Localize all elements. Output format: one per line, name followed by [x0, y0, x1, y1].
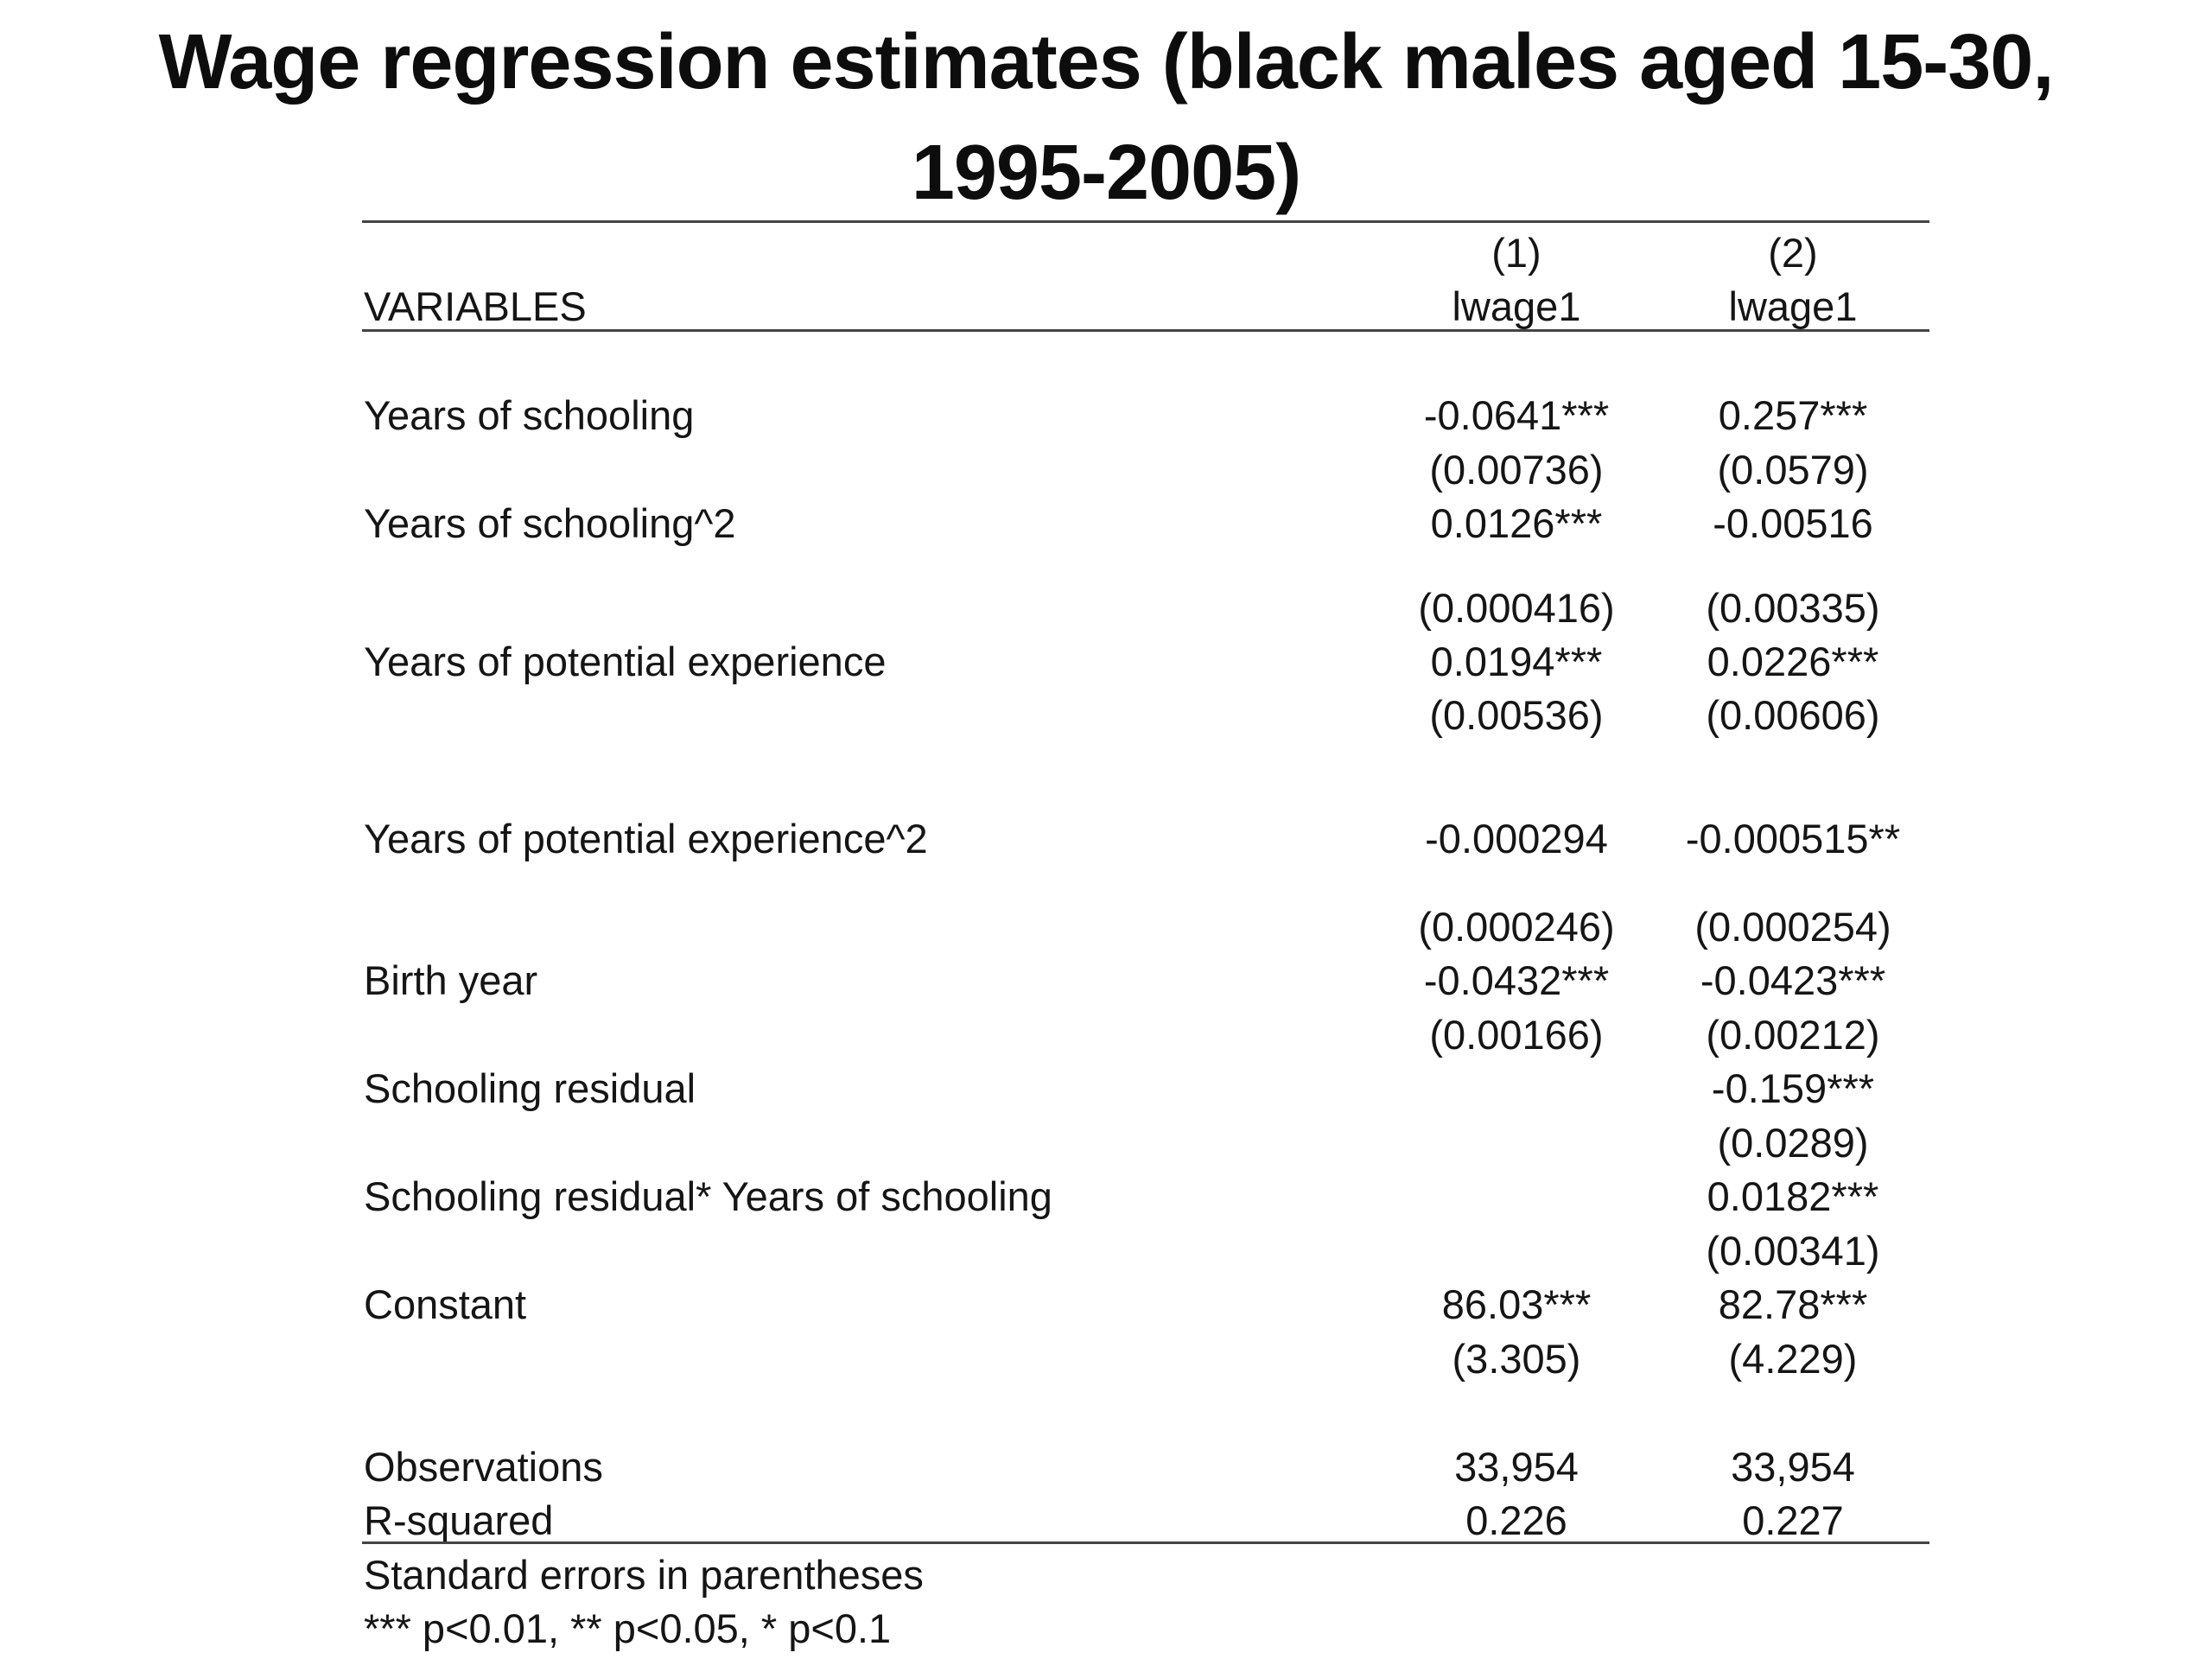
se-cell: (0.0289)	[1717, 1120, 1869, 1166]
row-label-years-of-schooling-sq: Years of schooling^2	[364, 500, 736, 546]
row-label-potential-experience-sq: Years of potential experience^2	[364, 816, 928, 861]
stat-cell: 0.226	[1465, 1497, 1567, 1543]
table-header-rule	[362, 329, 1929, 332]
se-cell: (4.229)	[1728, 1336, 1858, 1382]
stat-label-observations: Observations	[364, 1444, 603, 1490]
row-label-potential-experience: Years of potential experience	[364, 639, 887, 684]
se-cell: (0.000246)	[1418, 904, 1615, 950]
row-label-years-of-schooling: Years of schooling	[364, 392, 695, 438]
coef-cell: -0.000515**	[1685, 816, 1901, 861]
se-cell: (0.00736)	[1429, 447, 1604, 493]
row-label-birth-year: Birth year	[364, 957, 538, 1003]
coef-cell: -0.0432***	[1423, 957, 1610, 1003]
row-label-residual-interaction: Schooling residual* Years of schooling	[364, 1173, 1052, 1219]
coef-cell: 0.257***	[1718, 392, 1868, 438]
stat-cell: 0.227	[1742, 1497, 1844, 1543]
coef-cell: -0.0641***	[1423, 392, 1610, 438]
coef-cell: -0.000294	[1425, 816, 1608, 861]
variables-header: VARIABLES	[364, 283, 587, 329]
se-cell: (0.00212)	[1706, 1012, 1880, 1058]
coef-cell: 0.0194***	[1430, 639, 1603, 684]
note-significance-levels: *** p<0.01, ** p<0.05, * p<0.1	[364, 1605, 892, 1651]
column-number-2: (2)	[1768, 230, 1818, 276]
se-cell: (0.00341)	[1706, 1228, 1880, 1274]
stat-cell: 33,954	[1454, 1444, 1579, 1490]
row-label-constant: Constant	[364, 1281, 527, 1327]
coef-cell: 86.03***	[1441, 1281, 1592, 1327]
row-label-schooling-residual: Schooling residual	[364, 1065, 696, 1111]
se-cell: (0.00536)	[1429, 692, 1604, 738]
stat-cell: 33,954	[1731, 1444, 1855, 1490]
stat-label-r-squared: R-squared	[364, 1497, 554, 1543]
column-number-1: (1)	[1491, 230, 1541, 276]
se-cell: (0.00606)	[1706, 692, 1880, 738]
coef-cell: 0.0126***	[1430, 500, 1603, 546]
se-cell: (0.000254)	[1694, 904, 1891, 950]
coef-cell: 0.0226***	[1707, 639, 1879, 684]
coef-cell: 82.78***	[1718, 1281, 1868, 1327]
coef-cell: -0.0423***	[1700, 957, 1886, 1003]
se-cell: (0.00166)	[1429, 1012, 1604, 1058]
note-standard-errors: Standard errors in parentheses	[364, 1552, 924, 1598]
table-bottom-rule	[362, 1541, 1929, 1544]
se-cell: (0.000416)	[1418, 585, 1615, 631]
dep-var-1: lwage1	[1452, 283, 1581, 329]
dep-var-2: lwage1	[1728, 283, 1858, 329]
coef-cell: -0.00516	[1713, 500, 1873, 546]
se-cell: (0.00335)	[1706, 585, 1880, 631]
se-cell: (3.305)	[1452, 1336, 1581, 1382]
coef-cell: -0.159***	[1711, 1065, 1875, 1111]
table-top-rule	[362, 220, 1929, 223]
se-cell: (0.0579)	[1717, 447, 1869, 493]
slide-title: Wage regression estimates (black males a…	[158, 19, 2055, 216]
coef-cell: 0.0182***	[1707, 1173, 1879, 1219]
